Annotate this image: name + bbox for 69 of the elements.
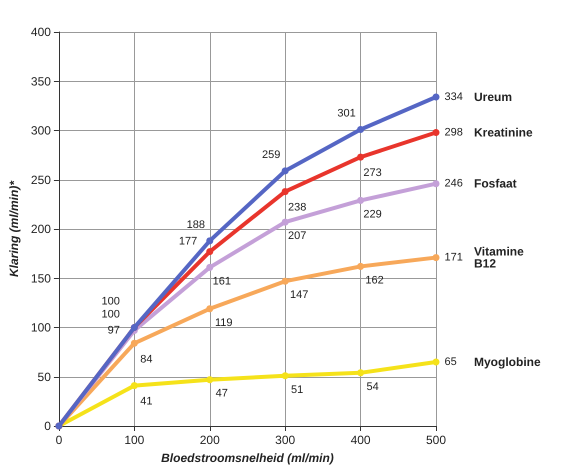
y-tick-label: 0 — [44, 419, 52, 433]
text: Kreatinine — [474, 125, 534, 140]
data-label: 41 — [140, 396, 152, 408]
y-tick-label: 350 — [30, 74, 52, 88]
point — [206, 248, 214, 256]
data-label: 259 — [262, 148, 280, 161]
point — [282, 372, 289, 380]
y-tick-label: 300 — [30, 124, 52, 138]
point — [282, 167, 289, 174]
point — [357, 369, 364, 376]
point — [432, 180, 440, 188]
point — [432, 254, 440, 262]
point — [357, 196, 364, 204]
text: Myoglobine — [474, 354, 541, 369]
data-label: 147 — [290, 289, 308, 302]
y-tick-label: 150 — [30, 271, 52, 286]
point — [282, 188, 289, 196]
y-axis-title: Klaring (ml/min)* — [7, 180, 21, 278]
data-label: 100 — [101, 296, 120, 308]
data-label: 100 — [101, 308, 120, 320]
data-label: 334 — [444, 91, 463, 104]
point — [357, 154, 364, 161]
data-label: 229 — [363, 208, 382, 220]
point — [206, 264, 214, 271]
point — [282, 278, 289, 285]
y-tick-label: 250 — [30, 172, 52, 187]
x-tick-label: 300 — [275, 433, 296, 447]
y-tick-label: 100 — [30, 320, 52, 334]
data-label: 51 — [291, 384, 304, 396]
point — [206, 237, 214, 244]
data-label: 84 — [140, 353, 152, 366]
point — [130, 340, 138, 347]
data-label: 162 — [365, 274, 384, 286]
data-label: 188 — [186, 218, 205, 231]
data-label: 298 — [444, 126, 463, 138]
point — [282, 218, 289, 226]
data-label: 65 — [444, 356, 457, 368]
data-label: 119 — [214, 316, 233, 329]
y-tick-label: 400 — [30, 25, 52, 39]
x-tick-label: 100 — [124, 433, 145, 447]
data-label: 97 — [108, 324, 120, 336]
y-tick-label: 200 — [30, 222, 52, 236]
point — [130, 382, 138, 390]
data-label: 246 — [444, 178, 463, 190]
data-label: 207 — [288, 230, 306, 242]
data-label: 171 — [444, 252, 463, 264]
point — [206, 376, 214, 384]
data-label: 238 — [288, 202, 306, 214]
x-tick-label: 200 — [200, 433, 220, 447]
text: Vitamine B12 — [474, 244, 528, 271]
text: Ureum — [474, 90, 512, 104]
point — [432, 94, 440, 101]
data-label: 177 — [178, 236, 198, 248]
text: Fosfaat — [474, 176, 517, 191]
point — [357, 262, 364, 270]
point — [357, 126, 364, 134]
data-label: 273 — [363, 167, 382, 180]
data-label: 47 — [216, 388, 228, 400]
x-tick-label: 400 — [350, 433, 371, 447]
x-axis-title: Bloedstroomsnelheid (ml/min) — [161, 451, 334, 465]
data-label: 301 — [337, 108, 356, 120]
x-tick-label: 500 — [426, 433, 446, 447]
data-label: 54 — [366, 380, 379, 393]
point — [432, 128, 440, 136]
point — [206, 305, 214, 312]
y-tick-label: 50 — [38, 370, 52, 384]
data-label: 161 — [212, 275, 231, 288]
point — [432, 358, 440, 366]
x-tick-label: 0 — [56, 433, 63, 447]
